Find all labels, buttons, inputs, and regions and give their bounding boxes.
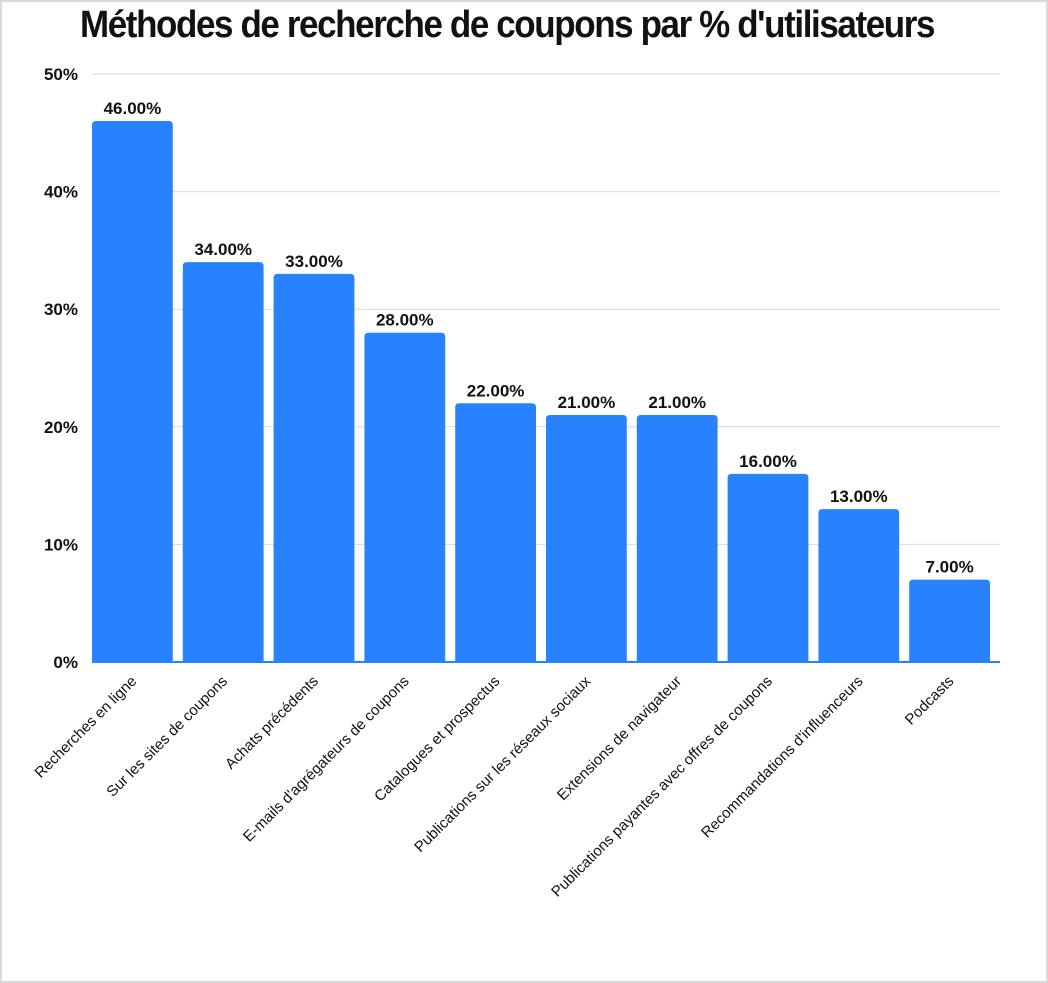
y-tick-label: 20% bbox=[44, 418, 78, 437]
y-tick-label: 10% bbox=[44, 535, 78, 554]
bar bbox=[455, 403, 536, 662]
y-tick-label: 40% bbox=[44, 183, 78, 202]
data-label: 46.00% bbox=[104, 99, 162, 118]
bar bbox=[92, 121, 173, 663]
bar bbox=[273, 273, 355, 662]
y-tick-label: 30% bbox=[44, 300, 78, 319]
chart-title: Méthodes de recherche de coupons par % d… bbox=[80, 4, 935, 46]
bar bbox=[182, 262, 264, 662]
x-tick-label: Achats précédents bbox=[222, 673, 322, 773]
data-label: 21.00% bbox=[648, 393, 706, 412]
bar bbox=[546, 415, 627, 662]
y-tick-label: 0% bbox=[53, 653, 78, 672]
bar bbox=[727, 473, 809, 662]
data-label: 22.00% bbox=[467, 381, 525, 400]
x-tick-label: Recherches en ligne bbox=[31, 673, 140, 782]
data-label: 33.00% bbox=[285, 252, 343, 271]
bar bbox=[909, 579, 990, 662]
x-tick-label: Podcasts bbox=[902, 673, 958, 729]
bar bbox=[364, 332, 446, 662]
bar bbox=[818, 509, 900, 662]
data-label: 21.00% bbox=[558, 393, 616, 412]
data-label: 16.00% bbox=[739, 452, 797, 471]
data-label: 7.00% bbox=[925, 558, 973, 577]
data-label: 34.00% bbox=[194, 240, 252, 259]
x-tick-label: Publications sur les réseaux sociaux bbox=[411, 672, 594, 855]
data-label: 13.00% bbox=[830, 487, 888, 506]
x-tick-label: Recommandations d'influenceurs bbox=[698, 673, 867, 842]
data-label: 28.00% bbox=[376, 311, 434, 330]
bar bbox=[636, 415, 718, 662]
y-tick-label: 50% bbox=[44, 65, 78, 84]
x-tick-label: E-mails d'agrégateurs de coupons bbox=[240, 673, 413, 846]
